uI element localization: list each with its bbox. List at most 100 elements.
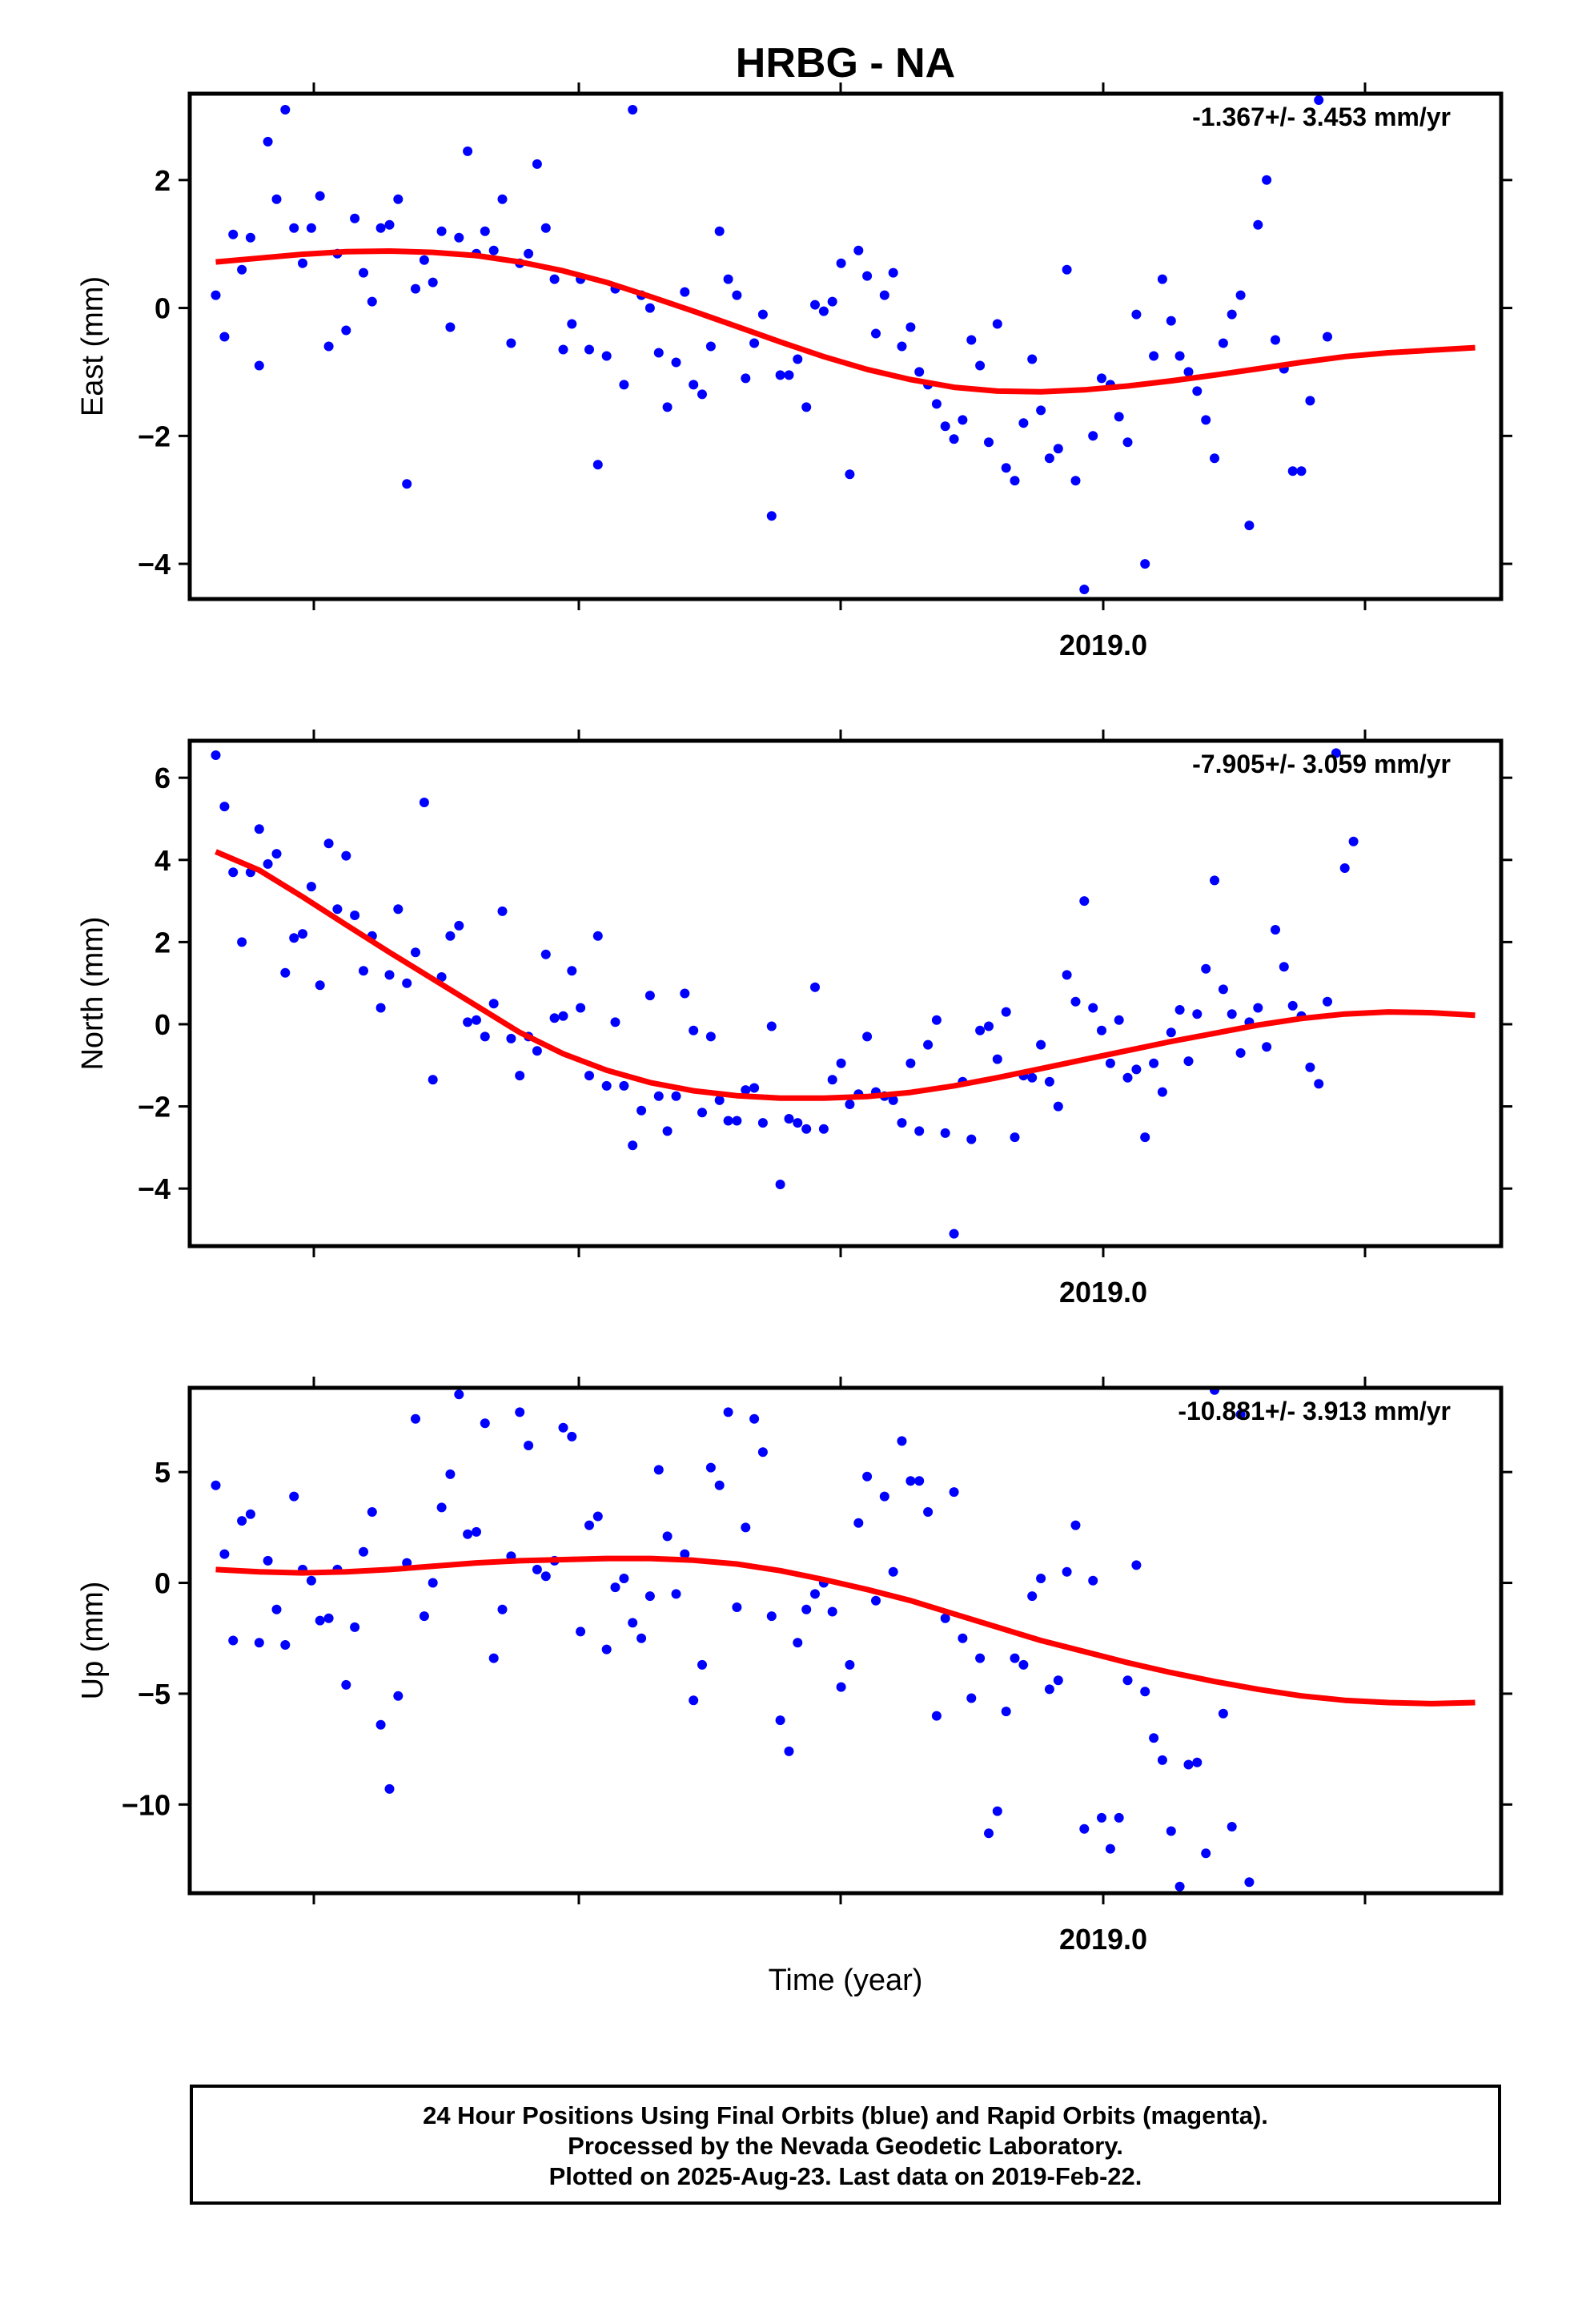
data-point bbox=[1122, 437, 1133, 448]
data-point bbox=[280, 967, 291, 978]
data-point bbox=[619, 1574, 629, 1583]
data-point bbox=[315, 980, 325, 991]
data-point bbox=[280, 1640, 291, 1650]
data-point bbox=[636, 1633, 647, 1643]
data-point bbox=[923, 1039, 934, 1050]
data-point bbox=[975, 1025, 986, 1035]
data-point bbox=[375, 1003, 386, 1013]
data-point bbox=[619, 380, 629, 390]
data-point bbox=[714, 226, 725, 236]
data-point bbox=[845, 1100, 855, 1109]
data-point bbox=[1001, 463, 1011, 473]
data-point bbox=[1227, 309, 1237, 320]
data-point bbox=[644, 303, 655, 313]
data-point bbox=[1010, 476, 1020, 486]
rate-annotation: -10.881+/- 3.913 mm/yr bbox=[1178, 1397, 1451, 1425]
data-point bbox=[697, 1659, 707, 1670]
data-point bbox=[419, 255, 429, 265]
data-point bbox=[662, 402, 673, 412]
y-tick-label: −5 bbox=[138, 1678, 171, 1711]
data-point bbox=[1001, 1007, 1011, 1017]
data-point bbox=[1122, 1675, 1133, 1686]
data-point bbox=[897, 341, 907, 352]
data-point bbox=[601, 351, 612, 361]
data-point bbox=[1053, 444, 1063, 454]
data-point bbox=[411, 283, 420, 294]
data-point bbox=[879, 290, 889, 300]
data-point bbox=[1174, 351, 1185, 361]
data-point bbox=[949, 1487, 959, 1498]
data-point bbox=[323, 1613, 334, 1623]
data-point bbox=[1235, 290, 1246, 300]
data-point bbox=[749, 338, 760, 348]
data-point bbox=[592, 1511, 603, 1522]
data-point bbox=[1131, 1064, 1142, 1075]
data-point bbox=[931, 399, 942, 409]
data-point bbox=[402, 978, 412, 988]
data-point bbox=[1149, 351, 1159, 361]
data-point bbox=[705, 1462, 716, 1473]
data-point bbox=[1201, 1848, 1211, 1859]
data-point bbox=[393, 194, 404, 204]
data-point bbox=[931, 1015, 942, 1025]
data-point bbox=[576, 1626, 586, 1637]
data-point bbox=[1287, 1000, 1298, 1011]
data-point bbox=[567, 319, 577, 329]
y-tick-label: 4 bbox=[155, 844, 171, 877]
data-point bbox=[1079, 585, 1090, 594]
y-tick-label: 5 bbox=[155, 1456, 171, 1489]
plot-area bbox=[211, 748, 1476, 1239]
data-point bbox=[992, 1054, 1002, 1064]
data-point bbox=[628, 1140, 638, 1151]
data-point bbox=[558, 1011, 568, 1021]
panel-1: 2019.0 −4 −2 0 2 East (mm) -1.367+/- 3.453 mm/… bbox=[76, 82, 1512, 661]
data-point bbox=[1097, 373, 1106, 384]
data-point bbox=[1036, 405, 1046, 416]
data-point bbox=[1140, 1687, 1150, 1697]
data-point bbox=[540, 1571, 551, 1582]
data-point bbox=[984, 1021, 994, 1031]
data-point bbox=[1174, 1881, 1185, 1892]
y-tick-label: −4 bbox=[138, 548, 171, 581]
data-point bbox=[1253, 1003, 1263, 1013]
data-point bbox=[1088, 1575, 1098, 1586]
data-point bbox=[671, 357, 681, 368]
data-point bbox=[1218, 338, 1228, 348]
data-point bbox=[384, 219, 395, 230]
data-point bbox=[766, 1021, 777, 1031]
data-point bbox=[1010, 1132, 1020, 1143]
data-point bbox=[1262, 1042, 1272, 1052]
data-point bbox=[254, 824, 264, 834]
data-point bbox=[393, 904, 404, 915]
data-point bbox=[1227, 1009, 1237, 1019]
data-point bbox=[540, 949, 551, 959]
rate-annotation: -7.905+/- 3.059 mm/yr bbox=[1192, 750, 1451, 778]
data-point bbox=[1210, 875, 1219, 886]
data-point bbox=[741, 1522, 751, 1533]
data-point bbox=[879, 1491, 889, 1502]
data-point bbox=[506, 338, 516, 348]
data-point bbox=[914, 1126, 925, 1136]
data-point bbox=[1218, 1708, 1228, 1719]
data-point bbox=[1166, 316, 1176, 326]
data-point bbox=[428, 1578, 438, 1588]
data-point bbox=[628, 105, 638, 115]
data-point bbox=[1062, 970, 1072, 980]
data-point bbox=[984, 437, 994, 448]
data-point bbox=[801, 1604, 812, 1614]
data-point bbox=[644, 1591, 655, 1602]
data-point bbox=[966, 335, 977, 345]
data-point bbox=[653, 1091, 664, 1101]
data-point bbox=[306, 882, 316, 892]
data-point bbox=[871, 328, 881, 339]
fit-curve bbox=[215, 1555, 1476, 1707]
data-point bbox=[714, 1095, 725, 1105]
data-point bbox=[1140, 1132, 1150, 1143]
data-point bbox=[488, 245, 499, 255]
data-point bbox=[1097, 1812, 1106, 1823]
data-point bbox=[810, 1589, 820, 1599]
data-point bbox=[689, 1695, 699, 1706]
data-point bbox=[419, 798, 429, 807]
data-point bbox=[793, 354, 803, 364]
plot-frame bbox=[187, 738, 1504, 1248]
